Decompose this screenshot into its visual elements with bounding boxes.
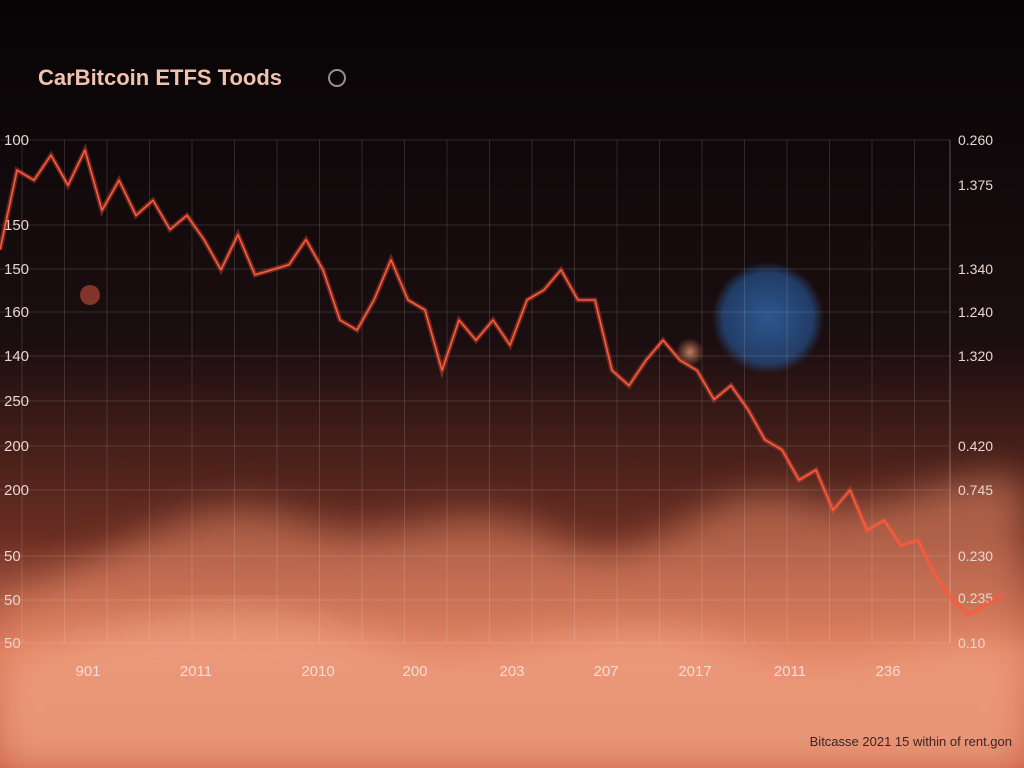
y-tick-label: 140 bbox=[4, 348, 29, 365]
bokeh bbox=[80, 285, 100, 305]
y-tick-label: 200 bbox=[4, 438, 29, 455]
y-tick-label: 50 bbox=[4, 592, 21, 609]
chart-title: CarBitcoin ETFS Toods bbox=[38, 65, 282, 90]
y2-tick-label: 0.230 bbox=[958, 548, 993, 564]
x-tick-label: 203 bbox=[499, 663, 524, 680]
x-tick-label: 2017 bbox=[678, 663, 711, 680]
y-tick-label: 50 bbox=[4, 548, 21, 565]
y2-tick-label: 0.745 bbox=[958, 482, 993, 498]
line-series bbox=[0, 149, 1004, 616]
y-tick-label: 150 bbox=[4, 261, 29, 278]
bokeh bbox=[676, 338, 704, 366]
x-tick-label: 901 bbox=[75, 663, 100, 680]
y2-tick-label: 0.235 bbox=[958, 590, 993, 606]
y-tick-label: 100 bbox=[4, 132, 29, 149]
footer-caption: Bitcasse 2021 15 within of rent.gon bbox=[810, 734, 1012, 749]
x-tick-label: 236 bbox=[875, 663, 900, 680]
y2-tick-label: 1.320 bbox=[958, 348, 993, 364]
x-tick-label: 200 bbox=[402, 663, 427, 680]
y2-tick-label: 0.260 bbox=[958, 132, 993, 148]
y2-tick-label: 1.340 bbox=[958, 261, 993, 277]
x-tick-label: 2010 bbox=[301, 663, 334, 680]
y-tick-label: 200 bbox=[4, 482, 29, 499]
y-tick-label: 50 bbox=[4, 635, 21, 652]
y2-tick-label: 1.375 bbox=[958, 177, 993, 193]
y-tick-label: 160 bbox=[4, 304, 29, 321]
x-tick-label: 207 bbox=[593, 663, 618, 680]
x-tick-label: 2011 bbox=[774, 663, 806, 680]
bokeh bbox=[712, 262, 824, 374]
haze bbox=[0, 611, 1024, 768]
y2-tick-label: 0.420 bbox=[958, 438, 993, 454]
y-tick-label: 250 bbox=[4, 393, 29, 410]
y2-tick-label: 0.10 bbox=[958, 635, 985, 651]
y-tick-label: 150 bbox=[4, 217, 29, 234]
x-tick-label: 2011 bbox=[180, 663, 212, 680]
y2-tick-label: 1.240 bbox=[958, 304, 993, 320]
info-icon[interactable] bbox=[328, 69, 346, 87]
